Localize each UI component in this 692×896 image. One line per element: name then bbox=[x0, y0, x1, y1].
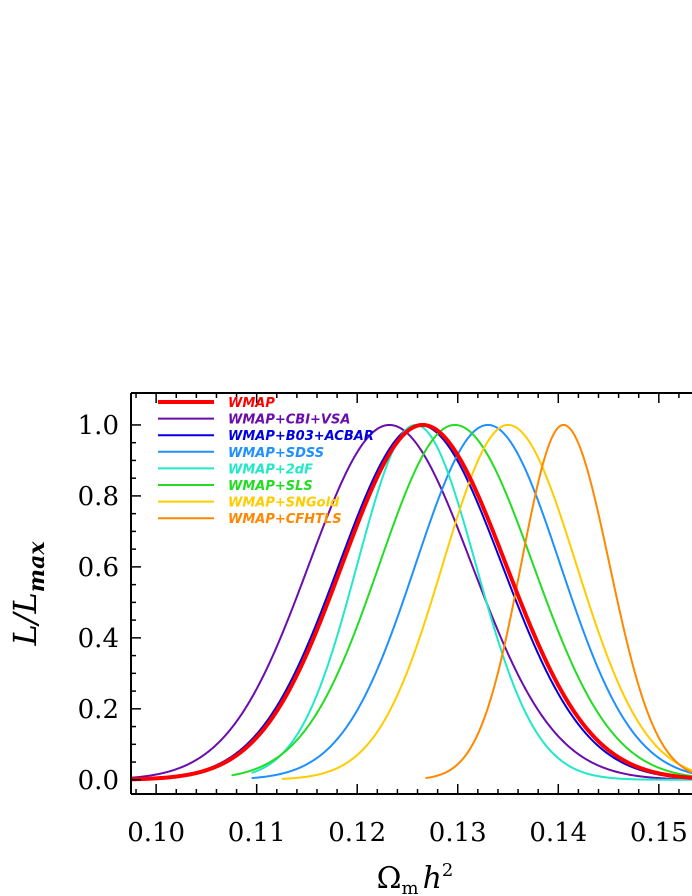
y-axis-title: L/Lmax bbox=[6, 541, 50, 647]
y-tick-label: 0.0 bbox=[78, 766, 119, 796]
y-tick-label: 0.2 bbox=[78, 695, 119, 725]
x-axis-title-part: 2 bbox=[442, 860, 453, 881]
legend-label: WMAP+CBI+VSA bbox=[228, 413, 350, 428]
y-tick-label: 0.4 bbox=[78, 624, 119, 654]
series-line-wmap-2df bbox=[251, 423, 692, 781]
y-tick-label: 0.6 bbox=[78, 553, 119, 583]
legend: WMAPWMAP+CBI+VSAWMAP+B03+ACBARWMAP+SDSSW… bbox=[158, 396, 374, 527]
x-tick-label: 0.13 bbox=[429, 818, 487, 848]
y-tick-label: 1.0 bbox=[78, 411, 119, 441]
legend-label: WMAP+SLS bbox=[228, 479, 313, 494]
x-tick-label: 0.10 bbox=[127, 818, 185, 848]
x-tick-label: 0.15 bbox=[630, 818, 688, 848]
y-axis-title-sub: max bbox=[24, 541, 50, 593]
axis-labels: L/Lmax Ωm h2 bbox=[6, 541, 453, 896]
x-axis-title-part: m bbox=[402, 878, 419, 896]
x-tick-label: 0.12 bbox=[328, 818, 386, 848]
series-line-wmap-cfhtls bbox=[425, 423, 692, 780]
y-tick-label: 0.8 bbox=[78, 482, 119, 512]
x-tick-label: 0.14 bbox=[529, 818, 587, 848]
axes-layer: 0.0 0.2 0.4 0.6 0.8 1.0 0.10 0.11 0.12 0.13 0.14 0.… bbox=[78, 392, 692, 848]
series-line-wmap-cbi-vsa bbox=[131, 423, 692, 781]
x-axis-title: Ωm h2 bbox=[377, 860, 454, 896]
legend-label: WMAP+CFHTLS bbox=[228, 512, 342, 527]
curves-layer bbox=[131, 422, 692, 782]
series-line-wmap bbox=[131, 422, 692, 782]
series-line-wmap-sngold bbox=[281, 423, 692, 780]
x-tick-label: 0.11 bbox=[228, 818, 286, 848]
series-line-wmap-sls bbox=[231, 423, 692, 778]
x-axis-title-part: Ω bbox=[377, 861, 402, 896]
legend-label: WMAP+B03+ACBAR bbox=[228, 429, 374, 444]
x-axis-title-part: h bbox=[423, 861, 442, 896]
legend-label: WMAP+2dF bbox=[228, 462, 313, 477]
legend-label: WMAP+SDSS bbox=[228, 446, 324, 461]
legend-label: WMAP+SNGold bbox=[228, 496, 340, 511]
y-axis-title-main: L/L bbox=[6, 592, 44, 646]
legend-label: WMAP bbox=[228, 396, 275, 411]
